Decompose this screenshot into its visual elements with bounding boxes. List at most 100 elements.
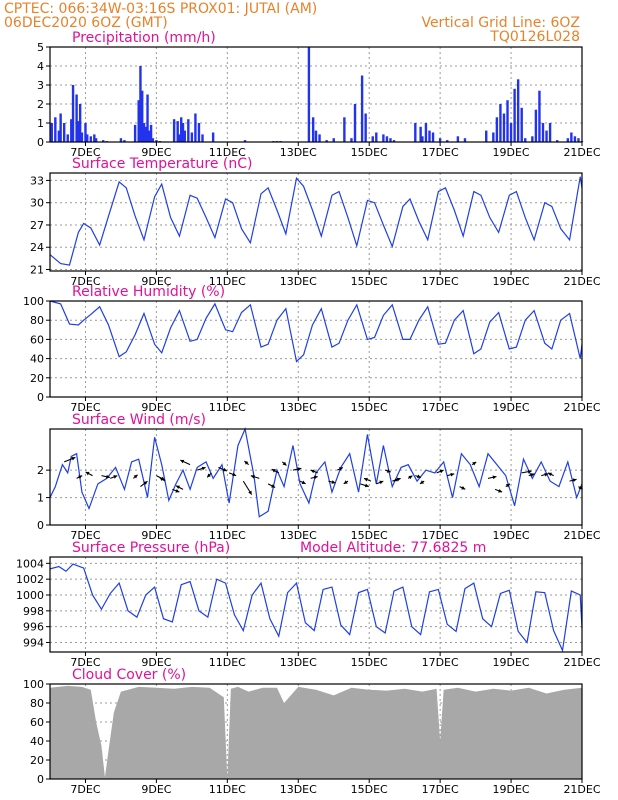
wind-vector <box>299 480 306 485</box>
y-tick-label: 20 <box>30 372 44 385</box>
precip-bar <box>151 138 155 142</box>
precip-bar <box>181 123 185 142</box>
wind-vector <box>471 461 477 466</box>
precip-bar <box>211 132 215 142</box>
wind-vector <box>244 460 249 466</box>
y-tick-label: 100 <box>23 295 44 308</box>
wind-vector <box>197 466 206 471</box>
wind-vector-head <box>297 467 302 471</box>
x-tick-label: 15DEC <box>351 401 388 414</box>
wind-vector-head <box>527 469 532 474</box>
precip-bar <box>392 140 396 142</box>
y-tick-label: 40 <box>30 735 44 748</box>
x-tick-label: 17DEC <box>422 275 459 288</box>
precip-bar <box>350 138 353 142</box>
precip-bar <box>364 113 367 142</box>
y-tick-label: 33 <box>30 174 44 187</box>
precip-bar <box>119 138 123 142</box>
y-tick-label: 0 <box>37 773 44 786</box>
model-altitude: Model Altitude: 77.6825 m <box>300 540 486 556</box>
wind-vector <box>159 477 166 482</box>
precip-bar <box>485 130 488 142</box>
precip-bar <box>93 134 96 142</box>
precip-bar <box>371 136 374 142</box>
y-tick-label: 0 <box>37 136 44 149</box>
panel-cloud-cover: 0 20 40 60 80 100 7DEC 9DEC 11DEC 13DEC 15DEC 17DEC… <box>23 667 601 796</box>
x-tick-label: 7DEC <box>70 656 100 669</box>
wind-vector <box>292 467 302 471</box>
wind-vector-head <box>364 483 369 488</box>
wind-vector <box>407 475 413 480</box>
x-tick-label: 13DEC <box>280 656 317 669</box>
panel-temperature: 21 24 27 30 33 7DEC 9DEC 11DEC 13DEC 15DEC 17DEC 19… <box>30 156 601 288</box>
precip-bar <box>456 136 460 142</box>
y-tick-label: 2 <box>37 98 44 111</box>
precip-bar <box>78 104 82 142</box>
x-tick-label: 19DEC <box>493 275 530 288</box>
header-model: TQ0126L028 <box>489 29 580 45</box>
y-tick-label: 4 <box>37 60 44 73</box>
wind-vector-head <box>71 456 76 461</box>
precip-bar <box>419 126 422 142</box>
precip-bar <box>89 136 92 142</box>
wind-vector-head <box>386 469 391 473</box>
x-tick-label: 7DEC <box>70 275 100 288</box>
precip-bar <box>428 130 431 142</box>
wind-vector <box>337 466 344 471</box>
wind-vector <box>132 474 138 479</box>
wind-vector <box>242 480 253 495</box>
precip-bar <box>385 136 389 142</box>
wind-vector <box>360 483 369 488</box>
precip-bar <box>524 138 527 142</box>
wind-vector-head <box>331 480 336 484</box>
panel-title: Surface Pressure (hPa) <box>72 540 230 556</box>
precip-bar <box>176 121 179 142</box>
x-tick-label: 11DEC <box>209 783 246 796</box>
x-tick-label: 9DEC <box>141 656 171 669</box>
precip-bar <box>141 90 144 142</box>
wind-vector-head <box>450 472 455 477</box>
temperature-line <box>49 176 583 266</box>
panel-frame <box>49 172 583 272</box>
wind-vector <box>271 468 280 474</box>
wind-vector-head <box>282 461 287 466</box>
precip-bar <box>424 123 428 142</box>
x-tick-label: 17DEC <box>422 656 459 669</box>
wind-vector <box>172 488 180 493</box>
precip-bar <box>438 138 442 142</box>
wind-vector <box>85 471 93 477</box>
wind-vector <box>447 472 455 477</box>
wind-vector-head <box>232 472 237 477</box>
wind-vector <box>547 472 554 477</box>
wind-vector-head <box>461 486 466 490</box>
precip-bar <box>509 123 513 142</box>
precip-bar <box>513 88 516 142</box>
panel-title: Precipitation (mm/h) <box>72 30 216 46</box>
precip-bar <box>137 100 140 142</box>
y-tick-label: 1 <box>37 492 44 505</box>
x-tick-label: 21DEC <box>563 529 600 542</box>
x-tick-label: 11DEC <box>209 275 246 288</box>
wind-vector <box>76 475 83 479</box>
wind-vector-head <box>180 459 185 464</box>
x-tick-label: 21DEC <box>563 656 600 669</box>
wind-vector <box>101 474 110 479</box>
wind-vector <box>521 469 532 474</box>
precip-bar <box>446 140 449 142</box>
x-tick-label: 11DEC <box>209 529 246 542</box>
y-tick-label: 1000 <box>16 589 44 602</box>
wind-vector <box>343 480 349 485</box>
panel-title: Cloud Cover (%) <box>72 667 186 683</box>
panel-frame <box>49 683 583 780</box>
precip-bar <box>149 124 153 142</box>
precip-bar <box>506 100 509 142</box>
panel-title: Relative Humidity (%) <box>72 284 225 300</box>
x-tick-label: 21DEC <box>563 275 600 288</box>
precip-bar <box>70 119 73 142</box>
wind-vector-head <box>416 474 421 479</box>
wind-vector <box>228 472 237 477</box>
y-tick-label: 60 <box>30 716 44 729</box>
x-tick-label: 13DEC <box>280 529 317 542</box>
